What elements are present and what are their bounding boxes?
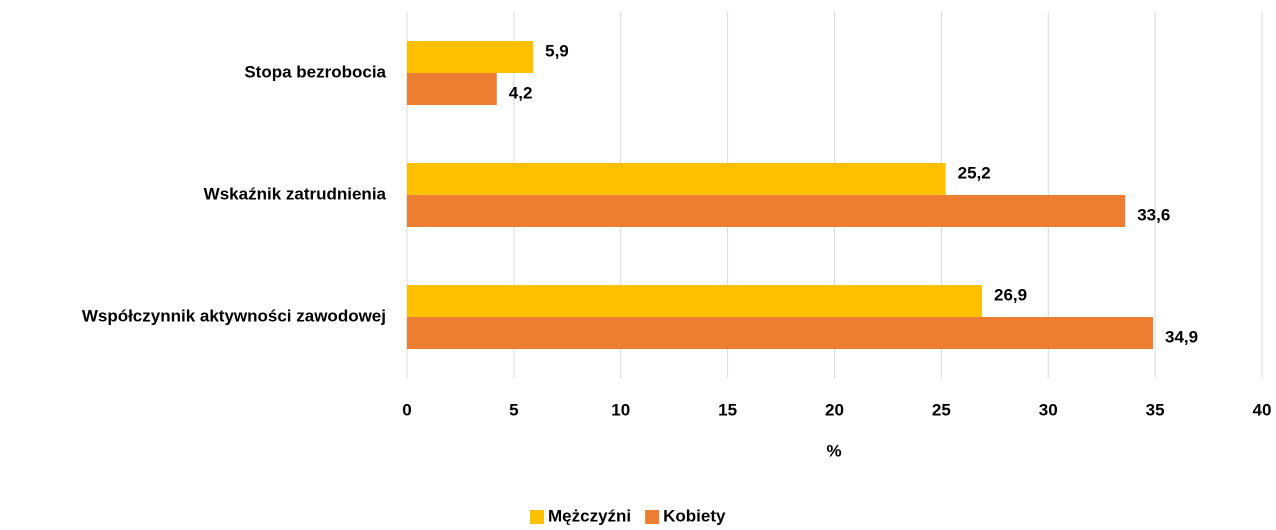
y-tick-label: Wskaźnik zatrudnienia — [204, 184, 387, 203]
legend-label: Kobiety — [663, 506, 726, 525]
x-axis-label: % — [826, 441, 841, 460]
value-label: 5,9 — [545, 41, 569, 60]
y-tick-label: Współczynnik aktywności zawodowej — [82, 306, 386, 325]
value-label: 4,2 — [509, 83, 533, 102]
value-label: 26,9 — [994, 285, 1027, 304]
value-label: 25,2 — [958, 163, 991, 182]
y-tick-label: Stopa bezrobocia — [244, 62, 386, 81]
x-tick-label: 25 — [932, 400, 951, 419]
bar — [407, 317, 1153, 349]
x-tick-label: 10 — [611, 400, 630, 419]
legend-label: Mężczyźni — [548, 506, 631, 525]
x-tick-label: 40 — [1253, 400, 1272, 419]
value-label: 33,6 — [1137, 205, 1170, 224]
bar — [407, 41, 534, 73]
bar — [407, 163, 946, 195]
x-tick-label: 30 — [1039, 400, 1058, 419]
legend-swatch — [530, 510, 544, 524]
bar — [407, 285, 982, 317]
x-tick-label: 5 — [509, 400, 518, 419]
x-tick-label: 20 — [825, 400, 844, 419]
x-tick-label: 15 — [718, 400, 737, 419]
x-tick-label: 0 — [402, 400, 411, 419]
legend-swatch — [645, 510, 660, 524]
value-label: 34,9 — [1165, 327, 1198, 346]
x-tick-label: 35 — [1146, 400, 1165, 419]
bar — [407, 73, 497, 105]
bar — [407, 195, 1126, 227]
